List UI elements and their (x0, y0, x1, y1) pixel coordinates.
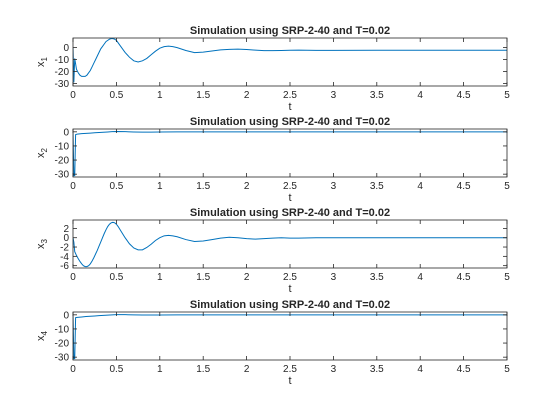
x-tick-label: 2.5 (283, 90, 297, 101)
x-tick-label: 2 (244, 90, 250, 101)
x-tick-label: 1.5 (196, 272, 210, 283)
x-tick-label: 5 (504, 181, 510, 192)
y-tick-label: 2 (63, 224, 69, 235)
x-tick-label: 2 (244, 181, 250, 192)
x-tick-label: 0 (70, 364, 76, 375)
x-tick-label: 3.5 (370, 364, 384, 375)
y-tick-label: 0 (63, 43, 69, 54)
y-tick-label: 0 (63, 310, 69, 321)
x-tick-label: 1.5 (196, 181, 210, 192)
x-tick-label: 3.5 (370, 90, 384, 101)
x-tick-label: 3 (331, 181, 337, 192)
x-tick-label: 0 (70, 181, 76, 192)
y-axis-label: x1 (35, 56, 49, 67)
x-tick-label: 1 (157, 364, 163, 375)
series-line (73, 131, 507, 177)
x-tick-label: 2.5 (283, 181, 297, 192)
x-axis-label: t (288, 375, 291, 387)
x-tick-label: 0.5 (109, 272, 123, 283)
x-tick-label: 4.5 (457, 364, 471, 375)
y-tick-label: 0 (63, 233, 69, 244)
x-tick-label: 1 (157, 181, 163, 192)
x-tick-label: 5 (504, 272, 510, 283)
y-tick-label: -6 (60, 261, 69, 272)
series-line (73, 221, 507, 268)
x-tick-label: 0.5 (109, 181, 123, 192)
x-tick-label: 3.5 (370, 181, 384, 192)
y-axis-label: x2 (35, 147, 49, 158)
subplot-2: 0 0.5 1 1.5 2 2.5 3 3.5 4 4.5 5 0 -10 -20 -30 Simulatio… (35, 116, 510, 204)
chart-title: Simulation using SRP-2-40 and T=0.02 (190, 116, 390, 128)
series-line (73, 38, 507, 83)
y-tick-label: -30 (55, 353, 70, 364)
x-axis-label: t (288, 283, 291, 295)
x-tick-label: 2.5 (283, 364, 297, 375)
x-tick-label: 4 (417, 181, 423, 192)
y-tick-label: 0 (63, 127, 69, 138)
y-tick-label: -10 (55, 141, 70, 152)
x-tick-label: 3 (331, 272, 337, 283)
y-axis-label: x3 (35, 238, 49, 249)
y-tick-label: -10 (55, 55, 70, 66)
x-tick-label: 5 (504, 364, 510, 375)
x-tick-label: 5 (504, 90, 510, 101)
x-tick-label: 4.5 (457, 90, 471, 101)
x-tick-label: 3 (331, 364, 337, 375)
x-tick-label: 1 (157, 90, 163, 101)
subplot-1: 0 0.5 1 1.5 2 2.5 3 3.5 4 4.5 50-10-20-30Simulatio… (35, 25, 510, 113)
x-tick-label: 1.5 (196, 364, 210, 375)
x-tick-label: 4 (417, 364, 423, 375)
y-tick-label: -20 (55, 67, 70, 78)
y-tick-label: -20 (55, 156, 70, 167)
x-tick-label: 2 (244, 272, 250, 283)
x-tick-label: 4 (417, 272, 423, 283)
plot-area (73, 129, 507, 177)
y-axis-label: x4 (35, 330, 49, 341)
y-tick-label: -30 (55, 79, 70, 90)
plot-area (73, 38, 507, 86)
series-line (73, 314, 507, 360)
y-tick-label: -2 (60, 243, 69, 254)
x-tick-label: 0 (70, 90, 76, 101)
x-tick-label: 0.5 (109, 90, 123, 101)
plot-area (73, 312, 507, 360)
x-tick-label: 4.5 (457, 181, 471, 192)
x-tick-label: 1 (157, 272, 163, 283)
chart-title: Simulation using SRP-2-40 and T=0.02 (190, 207, 390, 219)
subplot-3: 0 0.5 1 1.5 2 2.5 3 3.5 4 4.5 520-2-4-6Simulation … (35, 207, 510, 295)
chart-title: Simulation using SRP-2-40 and T=0.02 (190, 25, 390, 37)
x-tick-label: 1.5 (196, 90, 210, 101)
x-tick-label: 0 (70, 272, 76, 283)
x-tick-label: 0.5 (109, 364, 123, 375)
x-tick-label: 3.5 (370, 272, 384, 283)
y-tick-label: -10 (55, 324, 70, 335)
x-axis-label: t (288, 101, 291, 113)
y-tick-label: -30 (55, 170, 70, 181)
x-tick-label: 4.5 (457, 272, 471, 283)
x-tick-label: 4 (417, 90, 423, 101)
chart-title: Simulation using SRP-2-40 and T=0.02 (190, 299, 390, 311)
y-tick-label: -4 (60, 252, 69, 263)
x-tick-label: 2.5 (283, 272, 297, 283)
subplot-4: 0 0.5 1 1.5 2 2.5 3 3.5 4 4.5 5 0 -10 -20 -30 Simulatio… (35, 299, 510, 387)
x-tick-label: 2 (244, 364, 250, 375)
plot-area (73, 220, 507, 268)
x-tick-label: 3 (331, 90, 337, 101)
y-tick-label: -20 (55, 339, 70, 350)
x-axis-label: t (288, 192, 291, 204)
